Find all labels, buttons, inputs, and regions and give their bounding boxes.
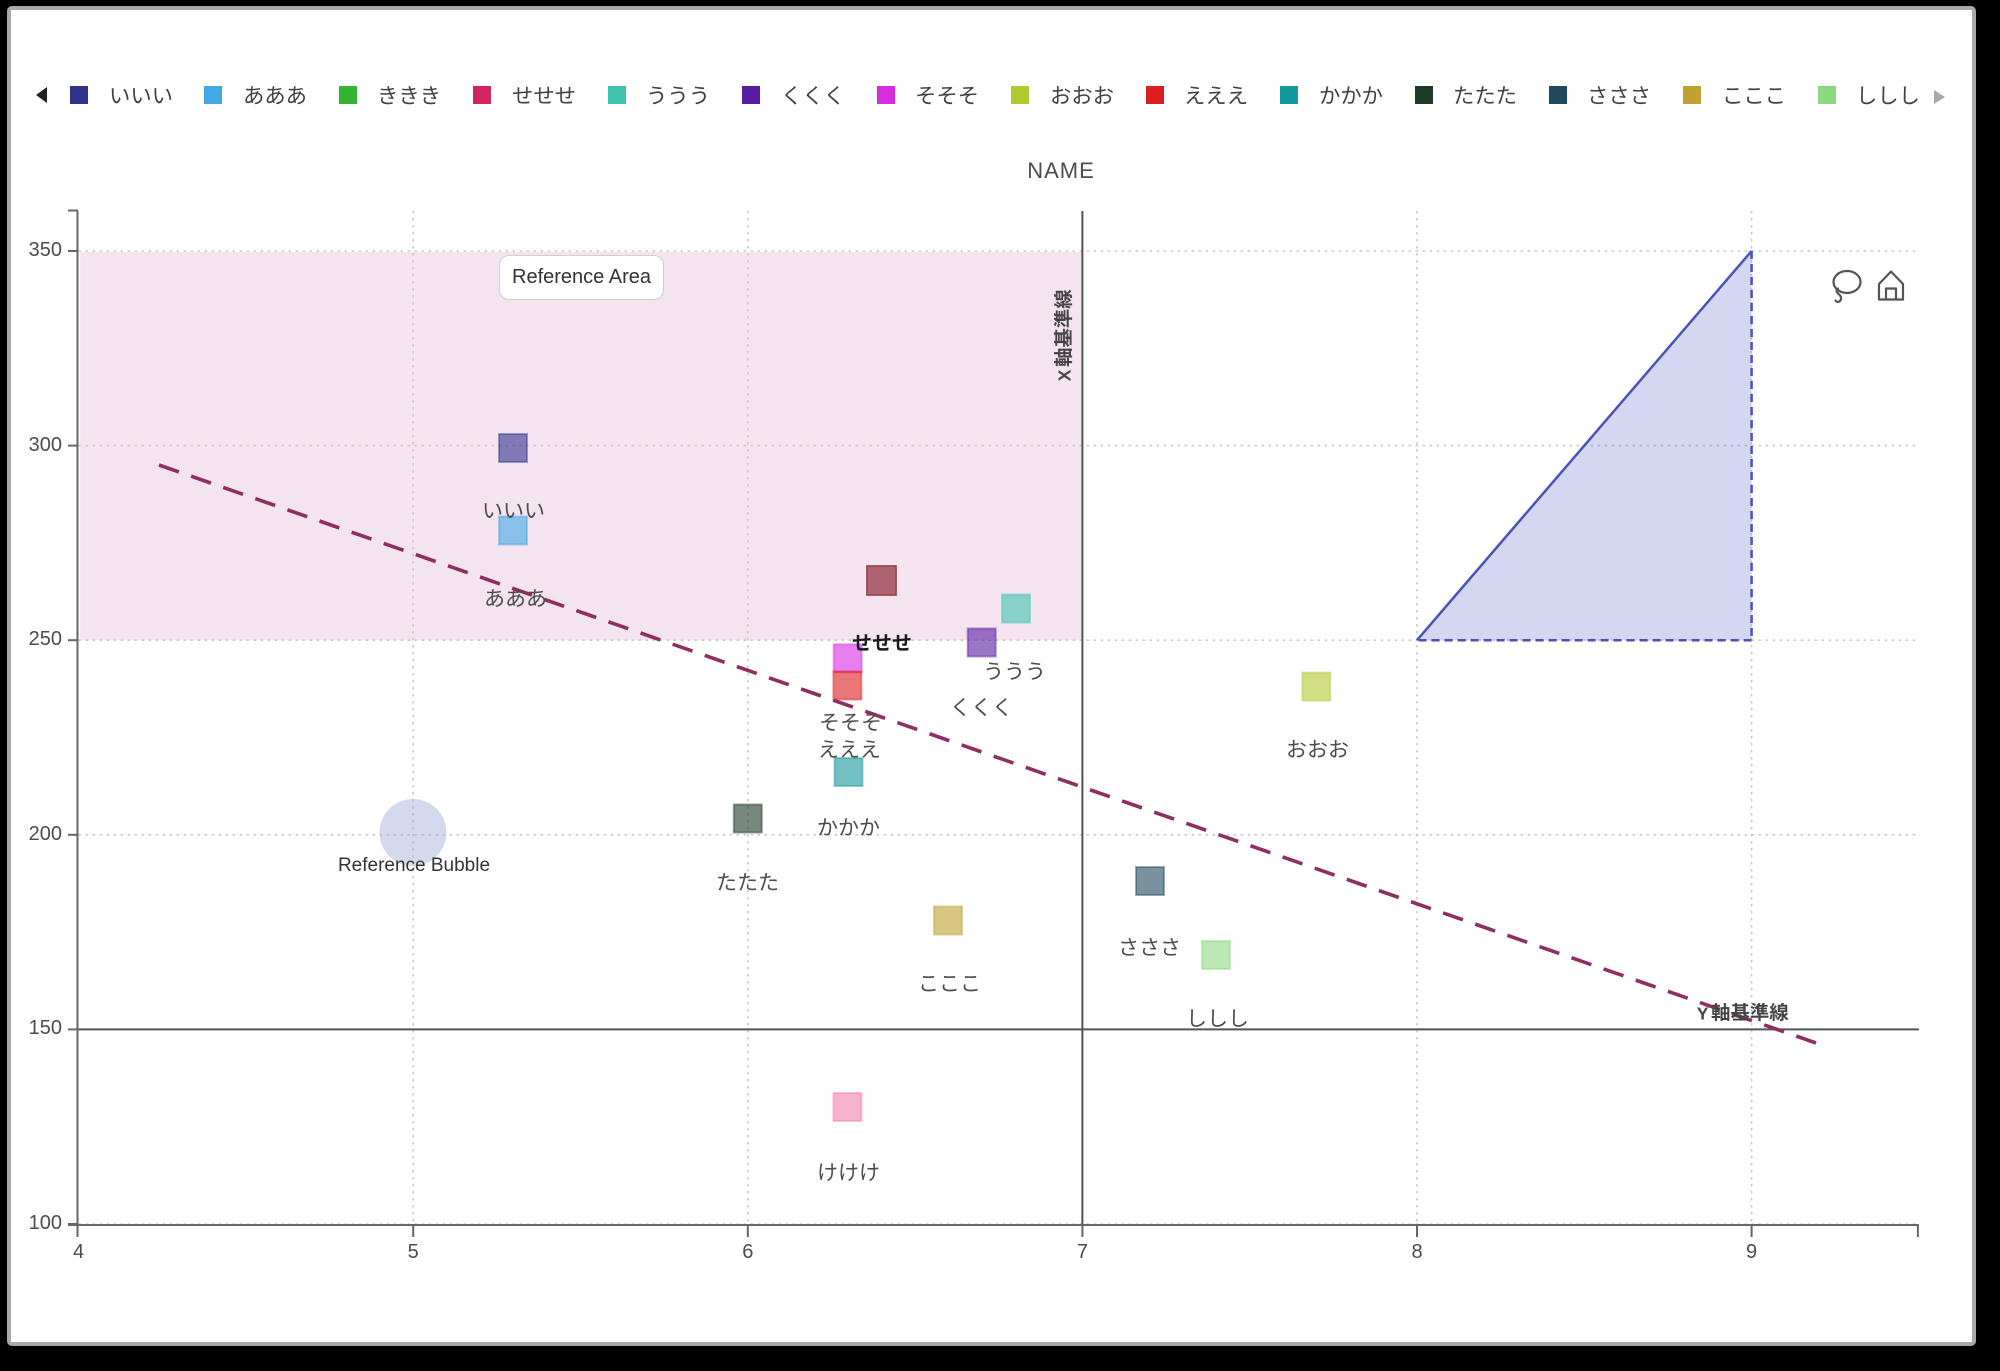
svg-text:X: X: [1054, 370, 1074, 382]
svg-text:Y: Y: [1696, 1004, 1708, 1024]
